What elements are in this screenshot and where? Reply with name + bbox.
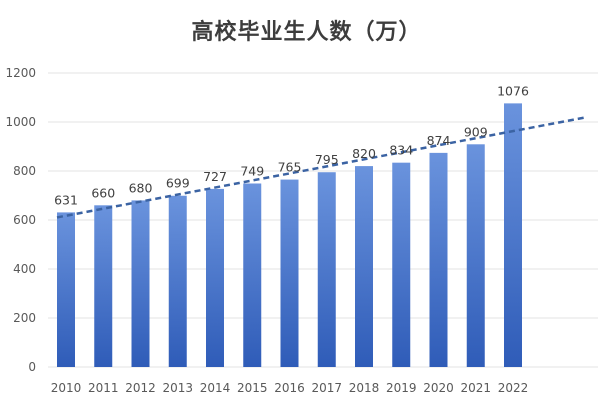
x-tick-label: 2016: [274, 381, 305, 395]
x-tick-label: 2012: [125, 381, 156, 395]
y-tick-label: 1000: [5, 115, 36, 129]
x-tick-label: 2013: [162, 381, 193, 395]
bar: [168, 195, 187, 367]
chart-title: 高校毕业生人数（万）: [191, 20, 422, 45]
y-tick-label: 0: [28, 360, 36, 374]
x-tick-label: 2014: [200, 381, 231, 395]
data-label: 795: [315, 152, 339, 167]
bar: [94, 205, 113, 367]
y-tick-label: 200: [13, 311, 36, 325]
bar: [317, 172, 336, 367]
data-label: 909: [464, 124, 488, 139]
data-label: 749: [240, 163, 264, 178]
x-tick-label: 2015: [237, 381, 268, 395]
bar: [280, 179, 299, 367]
bar: [355, 166, 373, 367]
data-label: 680: [129, 180, 153, 195]
y-tick-label: 400: [13, 262, 36, 276]
y-tick-label: 800: [13, 164, 36, 178]
data-label: 699: [166, 176, 190, 191]
data-label: 765: [278, 160, 302, 175]
data-label: 820: [352, 146, 376, 161]
data-label: 660: [91, 185, 115, 200]
x-tick-label: 2021: [460, 381, 491, 395]
x-tick-label: 2017: [311, 381, 342, 395]
data-label: 631: [54, 192, 78, 207]
bar: [429, 152, 448, 367]
bar: [504, 103, 522, 367]
x-tick-label: 2010: [51, 381, 82, 395]
x-tick-label: 2019: [386, 381, 417, 395]
x-tick-label: 2022: [498, 381, 529, 395]
x-tick-label: 2018: [349, 381, 380, 395]
bar: [57, 212, 75, 367]
x-tick-label: 2020: [423, 381, 454, 395]
data-label: 1076: [497, 83, 529, 98]
data-label: 874: [427, 133, 451, 148]
x-tick-label: 2011: [88, 381, 119, 395]
y-tick-label: 1200: [5, 66, 36, 80]
bar: [206, 188, 224, 367]
bar: [131, 200, 150, 367]
data-label: 727: [203, 169, 227, 184]
bar: [466, 144, 485, 367]
bar: [392, 162, 411, 367]
y-tick-label: 600: [13, 213, 36, 227]
data-label: 834: [389, 143, 413, 158]
bar: [243, 183, 262, 367]
